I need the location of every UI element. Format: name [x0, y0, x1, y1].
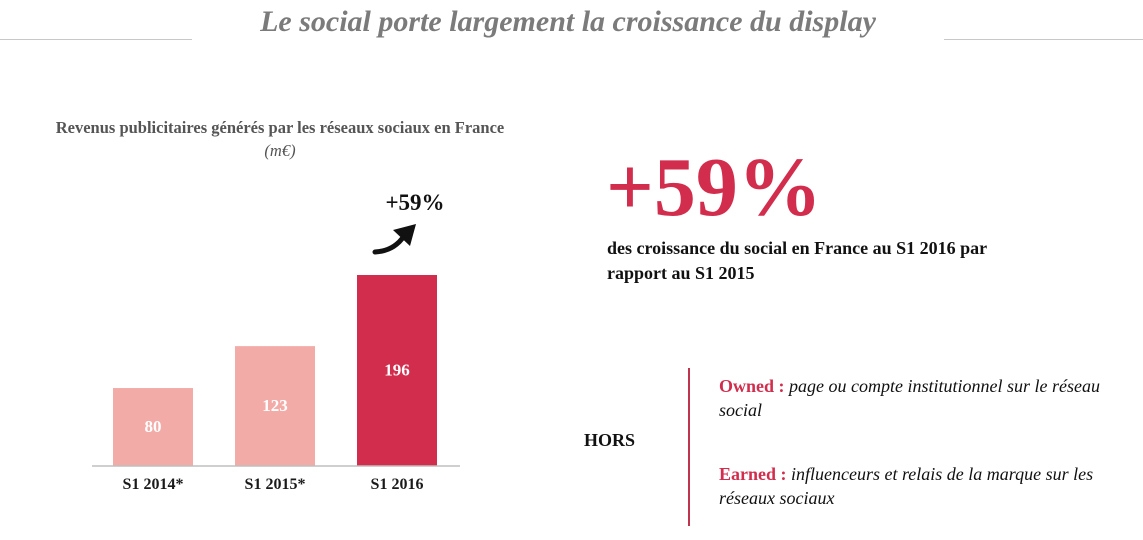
- bar-value-label-2: 196: [384, 361, 410, 380]
- chart-title-text: Revenus publicitaires générés par les ré…: [55, 118, 505, 137]
- title-rule-left: [0, 39, 192, 40]
- bar-1: [235, 346, 315, 466]
- bar-value-label-1: 123: [262, 396, 288, 415]
- owned-definition: Owned : page ou compte institutionnel su…: [719, 374, 1119, 422]
- page-title: Le social porte largement la croissance …: [260, 5, 876, 38]
- highlight-value: +59%: [606, 141, 822, 234]
- earned-description: influenceurs et relais de la marque sur …: [719, 464, 1094, 508]
- bar-2: [357, 275, 437, 466]
- bar-value-label-0: 80: [145, 417, 162, 436]
- x-tick-label-1: S1 2015*: [245, 476, 306, 493]
- growth-annotation: +59%: [385, 190, 445, 215]
- title-rule-right: [944, 39, 1143, 40]
- earned-term: Earned :: [719, 464, 787, 484]
- x-tick-label-2: S1 2016: [371, 476, 424, 493]
- chart-title: Revenus publicitaires générés par les ré…: [40, 116, 520, 162]
- earned-definition: Earned : influenceurs et relais de la ma…: [719, 462, 1119, 510]
- owned-term: Owned :: [719, 376, 785, 396]
- growth-arrow-icon: [372, 233, 407, 255]
- x-tick-label-0: S1 2014*: [123, 476, 184, 493]
- bar-0: [113, 388, 193, 466]
- chart-unit: (m€): [264, 141, 296, 160]
- owned-description: page ou compte institutionnel sur le rés…: [719, 376, 1100, 420]
- divider-line: [688, 368, 690, 526]
- growth-arrow-head-icon: [393, 224, 416, 246]
- hors-label: HORS: [584, 430, 636, 450]
- highlight-text: des croissance du social en France au S1…: [607, 238, 987, 283]
